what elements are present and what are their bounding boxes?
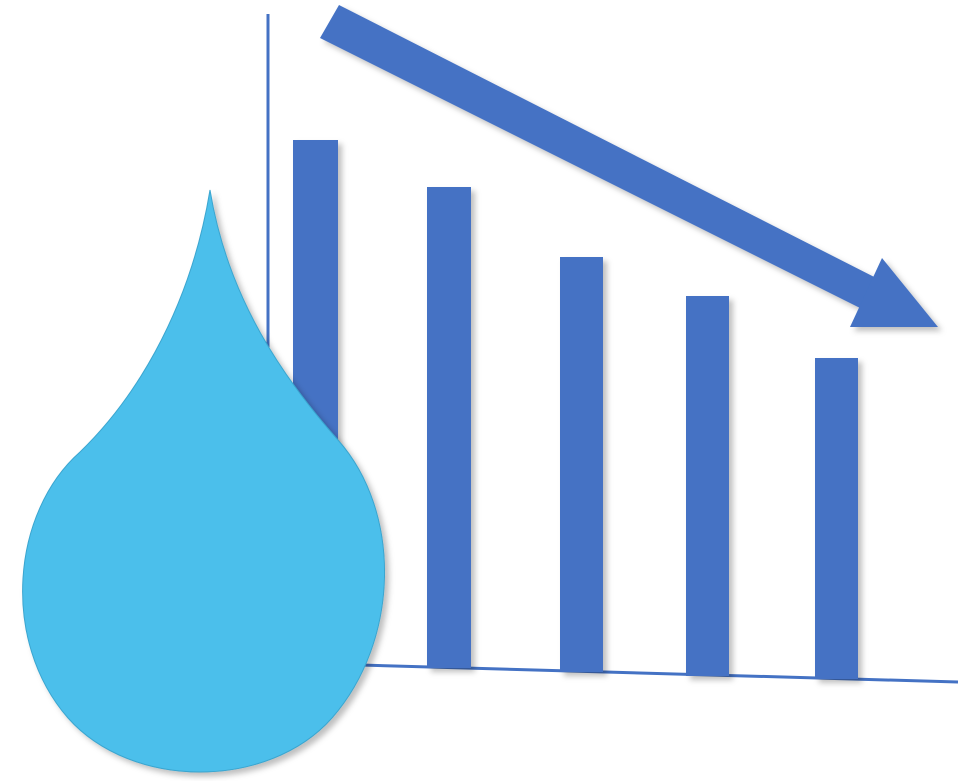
arrow-shaft [320,5,888,314]
arrow-head [850,258,938,327]
bar [427,187,471,668]
trend-arrow [320,5,938,327]
bars [293,140,858,679]
bar [686,296,729,676]
bar [815,358,858,679]
bar [560,257,603,672]
water-drop [22,189,386,773]
